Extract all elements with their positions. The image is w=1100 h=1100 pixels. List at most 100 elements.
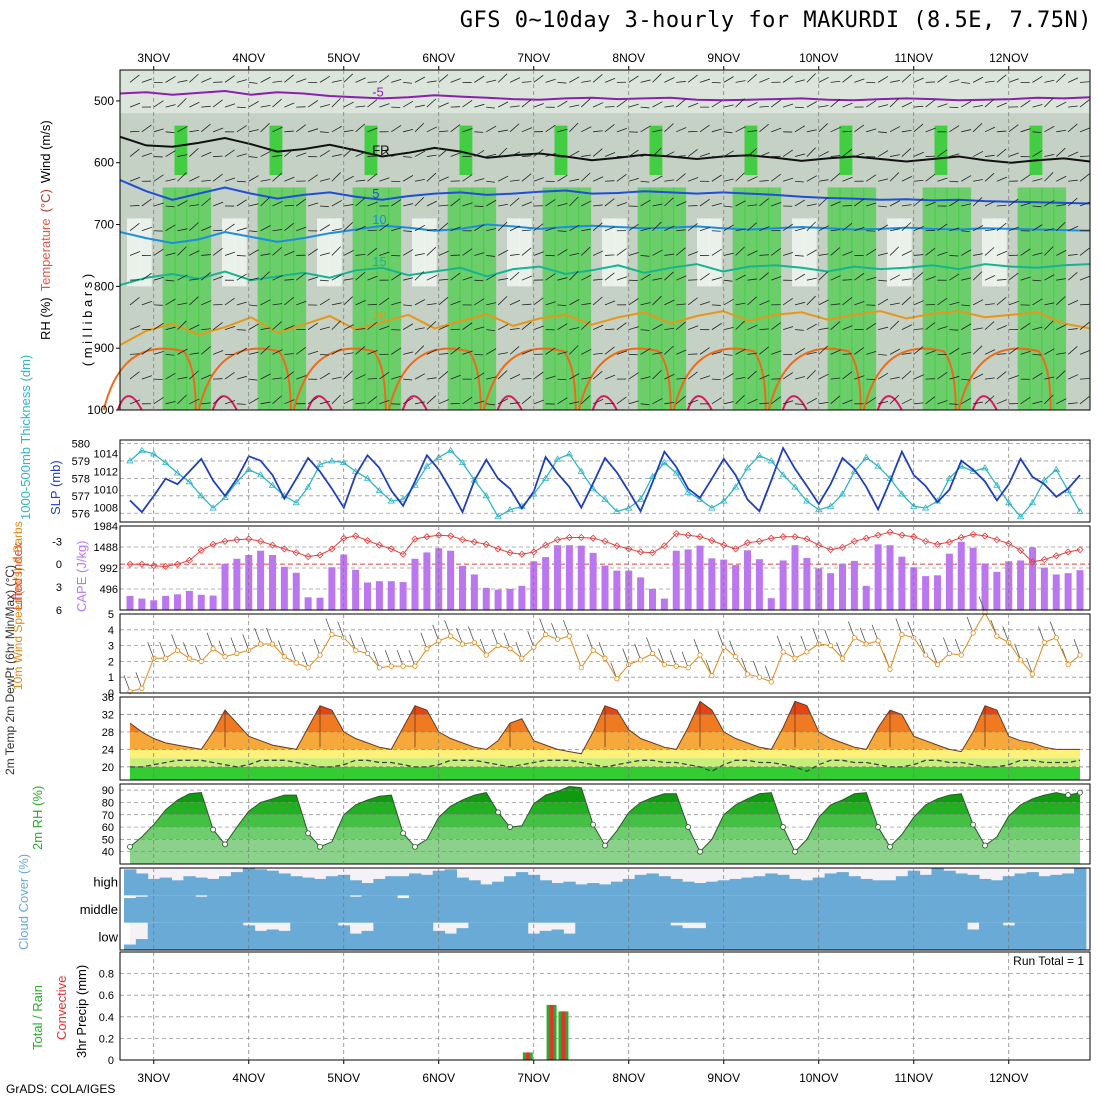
wind-barb — [854, 347, 865, 355]
wind-barb — [153, 276, 164, 281]
wind-barb — [723, 131, 733, 134]
wind-barb — [1032, 224, 1043, 232]
thickness-point — [779, 471, 787, 478]
cross-section-ylabel: RH (%)Temperature(°C)Wind (m/s) — [38, 120, 53, 340]
cloud-bar-middle — [765, 895, 778, 923]
wind-barb — [711, 81, 721, 84]
wind-barb — [842, 371, 853, 380]
wind-barb — [1044, 172, 1054, 182]
cape-bar — [779, 560, 787, 610]
wind-barb — [141, 78, 152, 83]
wind-barb — [949, 347, 960, 355]
cloud-bar-high — [373, 878, 386, 896]
wind-barb — [319, 400, 331, 405]
wind-speed-point — [519, 655, 525, 661]
wind-barb — [509, 299, 521, 306]
cloud-bar-low — [682, 928, 695, 950]
wind-barb — [782, 75, 794, 83]
thickness-point — [1052, 465, 1060, 473]
wind-barb — [901, 130, 912, 133]
wind-barb — [462, 322, 473, 330]
cloud-bar-high — [147, 878, 161, 896]
cloud-bar-high — [753, 876, 766, 896]
wind-barb — [628, 103, 639, 108]
li-point — [969, 530, 977, 538]
wind-barb — [343, 101, 354, 108]
millibars-label-group: ( m i l l i b a r s ) — [80, 274, 95, 366]
rh-point — [697, 848, 703, 855]
wind-barb — [889, 274, 901, 281]
wind-barb — [687, 297, 698, 306]
wind-barb — [450, 346, 461, 355]
wind-barb — [735, 394, 745, 405]
wind-barb — [723, 104, 734, 108]
wind-barb — [284, 297, 294, 306]
wind-barb — [747, 204, 758, 207]
x-tick-label-bottom: 11NOV — [895, 1071, 933, 1085]
wind-barb — [545, 124, 556, 133]
wind-barb — [640, 125, 651, 133]
cloud-bar-high — [539, 880, 552, 896]
wind-barb — [818, 271, 829, 281]
wind-barb — [426, 349, 438, 355]
wind-barb — [165, 131, 175, 134]
wind-barb — [355, 402, 366, 405]
temp-band — [130, 758, 1080, 767]
cape-bar — [910, 567, 918, 610]
rh-band — [130, 786, 1080, 803]
surface-wind-barb — [337, 621, 345, 638]
wind-barb — [759, 105, 769, 108]
wind-barb — [1067, 123, 1078, 133]
wind-barb — [438, 148, 449, 157]
surface-wind-barb — [907, 621, 915, 638]
wind-speed-point — [756, 674, 762, 680]
li-point — [518, 550, 526, 558]
surface-wind-barb — [859, 627, 867, 645]
cloud-bar-low — [444, 933, 457, 950]
wind-barb — [806, 369, 816, 380]
cloud-bar-high — [1026, 872, 1039, 896]
wind-speed-point — [543, 631, 549, 638]
wind-barb — [462, 128, 473, 133]
wind-barb — [806, 175, 817, 182]
wind-barb — [1044, 394, 1054, 405]
wind-barb — [711, 304, 721, 306]
wind-barb — [165, 178, 176, 182]
wind-barb — [652, 147, 662, 157]
li-point — [838, 543, 847, 551]
wind-barb — [711, 202, 722, 207]
isotherm-30-arc — [116, 395, 143, 411]
li-point — [755, 537, 763, 545]
cape-bar — [957, 541, 965, 610]
wind-barb — [331, 200, 342, 207]
temp-band — [130, 749, 1080, 759]
cloud-bar-high — [1062, 873, 1075, 896]
cloud-bar-middle — [670, 895, 683, 923]
wind-barb — [747, 278, 758, 281]
wind-barb — [343, 250, 354, 256]
wind-barb — [735, 376, 746, 380]
wind-barb — [640, 329, 650, 331]
wind-barb — [272, 172, 282, 182]
wind-barb — [771, 276, 782, 281]
wind-barb — [1044, 97, 1054, 108]
isotherm-25-arc — [197, 347, 292, 411]
wind-barb — [996, 250, 1008, 256]
wind-barb — [307, 174, 319, 182]
thickness-point — [197, 492, 205, 499]
cloud-bar-high — [468, 880, 481, 896]
cloud-bar-middle — [147, 895, 161, 923]
cloud-bar-middle — [385, 895, 398, 923]
wind-speed-point — [566, 633, 572, 639]
cloud-bar-high — [171, 880, 184, 896]
wind-barb — [212, 99, 223, 108]
rh-green-upper — [839, 125, 853, 176]
li-point — [352, 532, 360, 540]
wind-barb — [972, 271, 983, 281]
wind-barb — [272, 247, 282, 256]
wind-barb — [509, 253, 520, 256]
wind-barb — [426, 200, 438, 207]
wind-barb — [402, 100, 414, 108]
wind-barb — [581, 274, 592, 281]
surface-wind-barb — [159, 642, 166, 659]
